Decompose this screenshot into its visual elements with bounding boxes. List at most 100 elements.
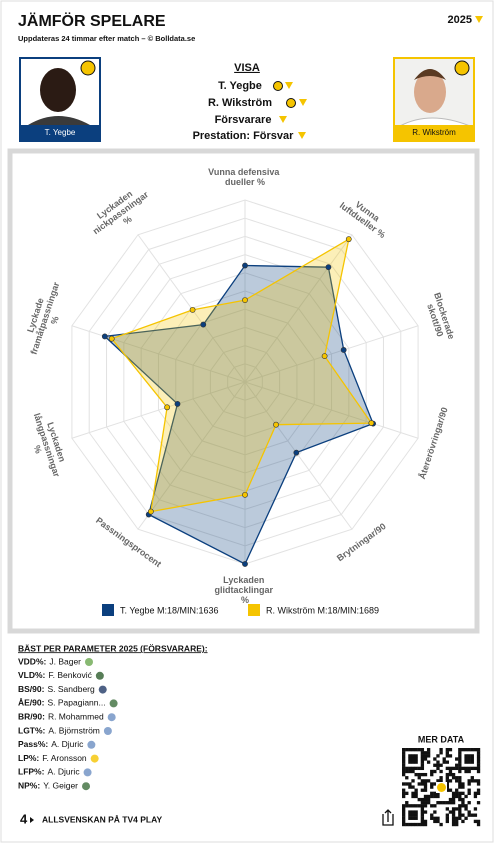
qr-module [458, 751, 462, 755]
best-player: S. Papagiann... [47, 698, 105, 708]
qr-module [417, 797, 421, 802]
qr-module [439, 801, 443, 805]
qr-module [408, 785, 412, 789]
qr-module [402, 819, 406, 824]
qr-module [461, 785, 465, 789]
best-player: F. Benković [48, 670, 92, 680]
qr-module [423, 754, 428, 758]
qr-module [423, 779, 428, 783]
selection-heading: VISA [234, 62, 260, 74]
qr-module [455, 816, 459, 820]
qr-module [455, 819, 459, 824]
spoke [137, 381, 246, 530]
qr-module [436, 763, 440, 767]
qr-module [423, 822, 428, 827]
best-param: NP%: [18, 780, 40, 790]
qr-module [473, 748, 478, 752]
qr-module [420, 766, 425, 771]
qr-module [433, 782, 437, 786]
qr-module [417, 748, 421, 752]
selector[interactable]: Prestation: Försvar [193, 130, 295, 142]
qr-module [423, 819, 428, 824]
qr-module [420, 772, 425, 777]
qr-module [417, 776, 421, 780]
qr-module [417, 782, 421, 786]
qr-module [402, 794, 406, 799]
qr-module [476, 769, 481, 774]
qr-module [426, 779, 431, 783]
qr-module [423, 782, 428, 786]
qr-module [426, 754, 431, 758]
qr-module [414, 813, 418, 817]
club-logo [98, 685, 107, 694]
brand-link[interactable]: ALLSVENSKAN PÅ TV4 PLAY [42, 814, 162, 824]
selector[interactable]: R. Wikström [208, 97, 272, 109]
qr-module [458, 757, 462, 761]
qr-module [420, 782, 425, 786]
qr-module [411, 810, 415, 814]
qr-module [417, 822, 421, 827]
qr-module [455, 822, 459, 827]
qr-module [402, 807, 406, 811]
qr-module [408, 782, 412, 786]
selector[interactable]: Försvarare [215, 114, 272, 126]
qr-module [433, 794, 437, 799]
qr-module [473, 779, 478, 783]
photo [28, 116, 90, 125]
legend-label: T. Yegbe M:18/MIN:1636 [120, 605, 219, 615]
qr-module [467, 779, 471, 783]
spoke [244, 325, 419, 383]
qr-module [426, 748, 431, 752]
qr-logo [437, 783, 446, 792]
spoke [71, 325, 246, 383]
best-player: J. Bager [49, 656, 81, 666]
data-point [340, 347, 347, 353]
spoke [244, 381, 353, 530]
play-icon [30, 817, 34, 823]
qr-module [448, 801, 453, 805]
qr-module [420, 760, 425, 764]
share-button[interactable] [382, 809, 394, 826]
qr-module [470, 813, 474, 817]
qr-module [455, 794, 459, 799]
qr-module [473, 791, 478, 795]
qr-module [405, 766, 409, 771]
qr-module [402, 760, 406, 764]
qr-module [476, 766, 481, 771]
qr-module [414, 760, 418, 764]
club-logo [83, 768, 92, 777]
qr-module [467, 810, 471, 814]
qr-module [423, 794, 428, 799]
qr-module [414, 788, 418, 792]
qr-module [458, 807, 462, 811]
qr-module [436, 766, 440, 771]
qr-module [430, 791, 434, 795]
qr-module [411, 816, 415, 820]
qr-module [455, 788, 459, 792]
data-point [325, 264, 332, 271]
data-point [321, 353, 328, 360]
qr-module [445, 807, 449, 811]
qr-module [433, 769, 437, 774]
qr-module [439, 779, 443, 783]
qr-code[interactable] [400, 746, 482, 828]
tv4-logo: 4 [20, 811, 28, 826]
qr-module [455, 766, 459, 771]
season[interactable]: 2025 [448, 14, 472, 26]
data-point [189, 306, 196, 313]
qr-module [433, 816, 437, 820]
qr-module [414, 754, 418, 758]
selector[interactable]: T. Yegbe [218, 80, 262, 92]
qr-module [445, 751, 449, 755]
best-player: A. Djuric [51, 739, 84, 749]
qr-module [458, 769, 462, 774]
qr-module [470, 757, 474, 761]
qr-module [461, 804, 465, 808]
qr-module [476, 801, 481, 805]
club-logo [286, 98, 296, 108]
qr-module [411, 791, 415, 795]
qr-module [464, 807, 468, 811]
more-data[interactable]: MER DATA [418, 734, 465, 744]
qr-module [411, 813, 415, 817]
best-player: S. Sandberg [47, 684, 95, 694]
